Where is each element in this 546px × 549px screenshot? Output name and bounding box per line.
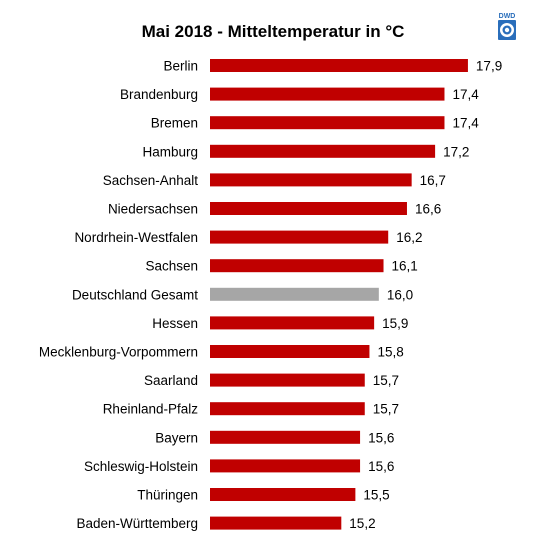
bar	[210, 87, 445, 101]
dwd-logo-text: DWD	[499, 13, 516, 20]
value-label: 16,2	[396, 230, 422, 245]
category-label: Bremen	[151, 116, 198, 131]
category-label: Sachsen	[145, 259, 198, 274]
value-label: 15,2	[349, 516, 375, 531]
bar	[210, 345, 370, 358]
category-label: Mecklenburg-Vorpommern	[39, 345, 198, 360]
bar	[210, 287, 379, 301]
bar	[210, 144, 436, 158]
value-label: 16,6	[415, 202, 441, 217]
value-label: 15,5	[363, 488, 389, 503]
bar	[210, 259, 384, 273]
category-label: Hamburg	[142, 144, 198, 159]
category-label: Thüringen	[137, 488, 198, 503]
category-label: Hessen	[152, 316, 198, 331]
bar	[210, 488, 356, 501]
value-label: 17,4	[452, 116, 479, 131]
category-label: Nordrhein-Westfalen	[74, 230, 198, 245]
value-label: 17,9	[476, 59, 502, 74]
category-label: Niedersachsen	[108, 202, 198, 217]
bar	[210, 316, 375, 330]
bar	[210, 430, 361, 444]
value-label: 15,6	[368, 430, 394, 445]
value-label: 15,7	[373, 402, 399, 417]
bar	[210, 459, 361, 473]
bar	[210, 373, 365, 387]
category-label: Bayern	[155, 430, 198, 445]
bar	[210, 402, 365, 416]
category-label: Saarland	[144, 373, 198, 388]
bar	[210, 516, 342, 530]
category-label: Sachsen-Anhalt	[103, 173, 199, 188]
value-label: 16,1	[392, 259, 418, 274]
category-label: Baden-Württemberg	[76, 516, 198, 531]
bar	[210, 173, 412, 187]
value-label: 15,6	[368, 459, 394, 474]
category-label: Rheinland-Pfalz	[103, 402, 199, 417]
category-label: Brandenburg	[120, 87, 198, 102]
value-label: 15,7	[373, 373, 399, 388]
bar	[210, 59, 468, 72]
category-label: Deutschland Gesamt	[72, 287, 198, 302]
value-label: 17,4	[452, 87, 479, 102]
category-label: Schleswig-Holstein	[84, 459, 198, 474]
bar	[210, 116, 445, 130]
category-label: Berlin	[163, 59, 198, 74]
dwd-logo-icon: DWD	[498, 13, 516, 40]
value-label: 16,7	[420, 173, 446, 188]
value-label: 16,0	[387, 287, 413, 302]
bar	[210, 230, 389, 244]
bar	[210, 202, 407, 215]
chart-title: Mai 2018 - Mitteltemperatur in °C	[141, 22, 405, 41]
value-label: 15,8	[377, 345, 403, 360]
value-label: 15,9	[382, 316, 408, 331]
value-label: 17,2	[443, 144, 469, 159]
